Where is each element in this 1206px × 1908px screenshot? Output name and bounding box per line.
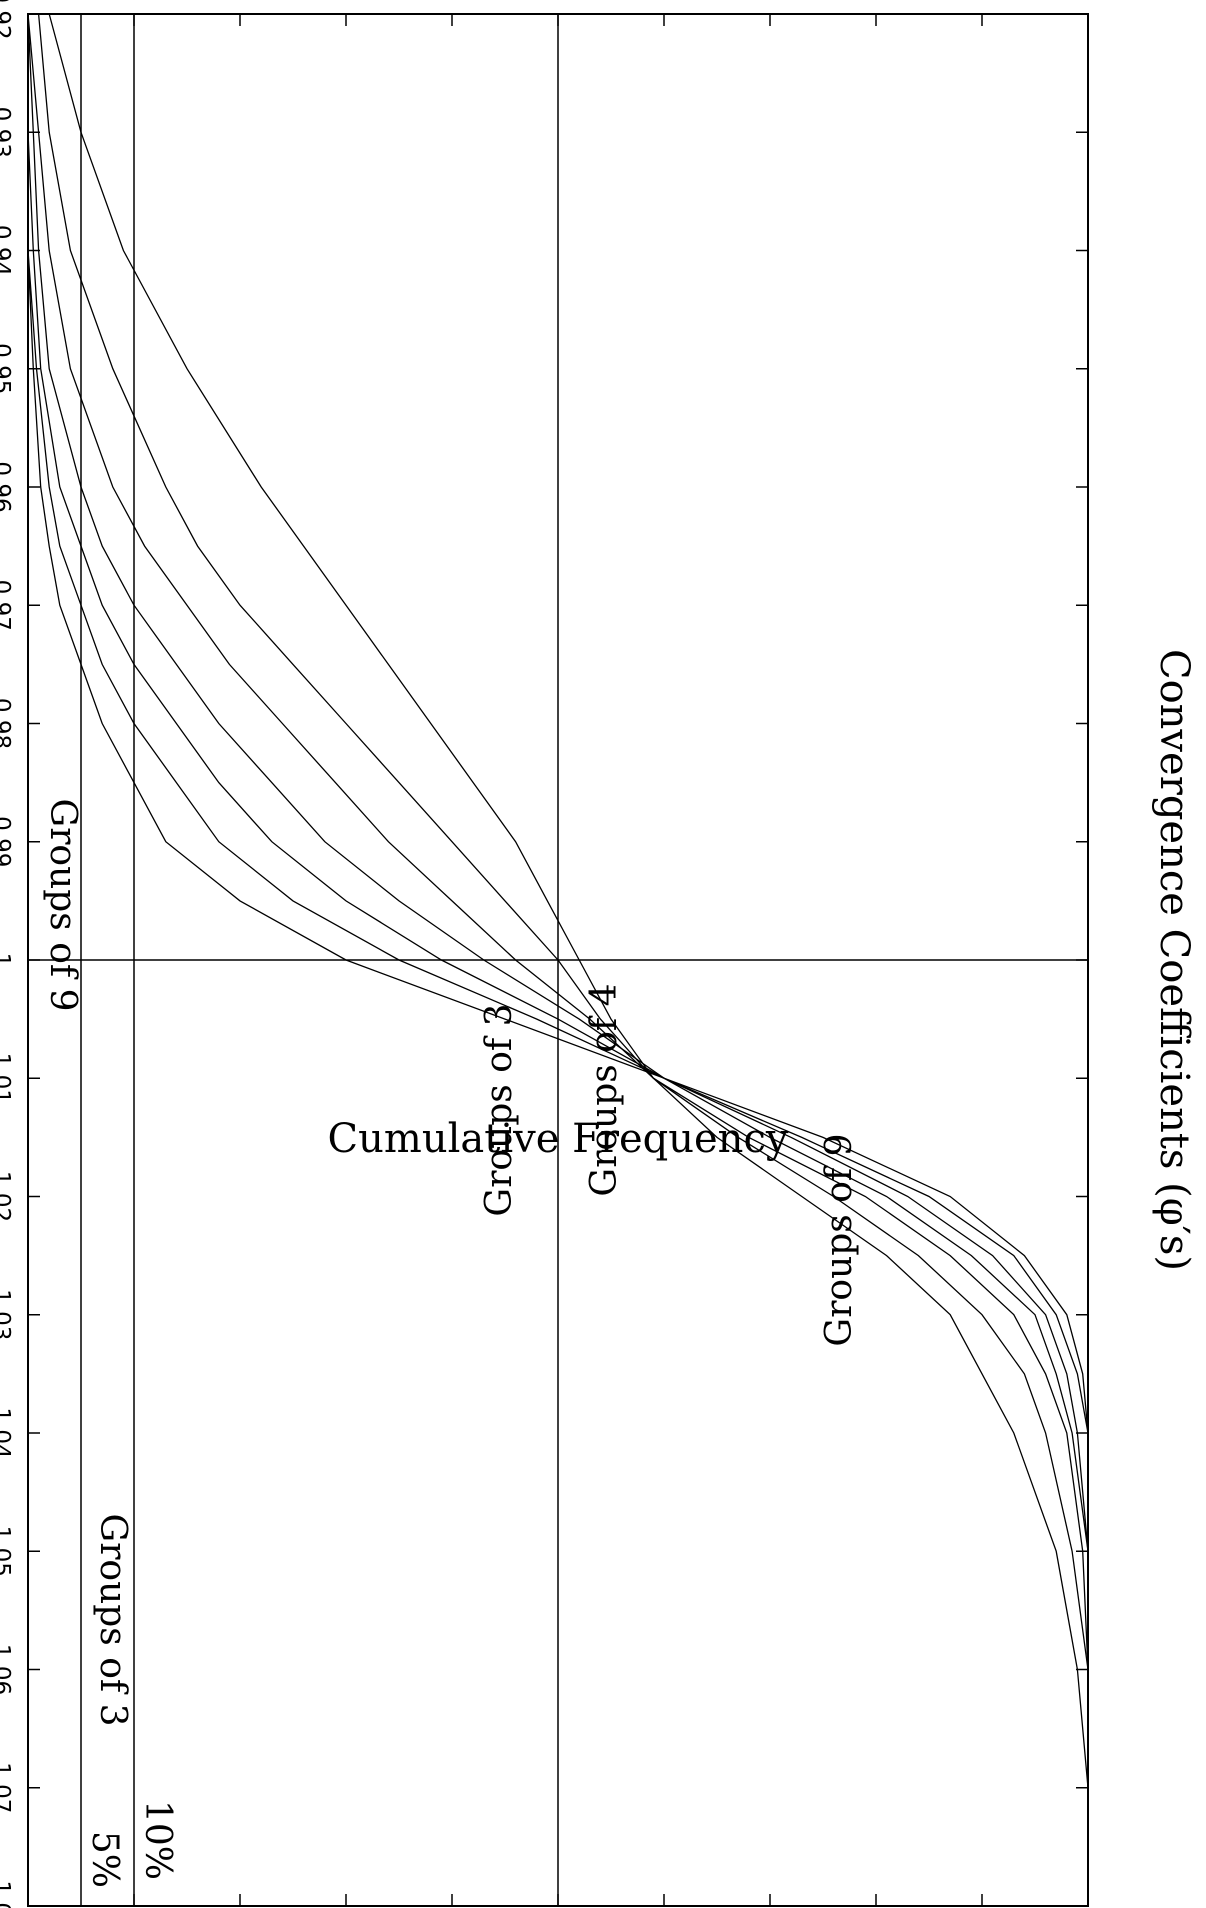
- cdf-curve-6: [27, 14, 1089, 1906]
- reference-label: 10%: [137, 1800, 178, 1880]
- x-tick-label: 0.92: [0, 0, 14, 40]
- x-tick-label: 1.03: [0, 1289, 14, 1340]
- x-tick-label: 1.04: [0, 1407, 14, 1458]
- curve-annotation: Groups of 3: [479, 1003, 520, 1216]
- x-tick-label: 1.06: [0, 1644, 14, 1695]
- x-tick-label: 0.97: [0, 580, 14, 631]
- x-tick-label: 1.07: [0, 1762, 14, 1813]
- curve-annotation: Groups of 4: [584, 983, 625, 1196]
- x-tick-label: 1.05: [0, 1526, 14, 1577]
- x-tick-label: 1.02: [0, 1171, 14, 1222]
- x-tick-label: 0.94: [0, 225, 14, 276]
- cdf-curve-7: [27, 14, 1089, 1906]
- x-tick-label: 0.96: [0, 461, 14, 512]
- cdf-curve-3: [27, 13, 1089, 1906]
- x-tick-label: 1.01: [0, 1053, 14, 1104]
- plot-frame: [27, 13, 1089, 1907]
- x-tick-label: 0.93: [0, 107, 14, 158]
- curve-annotation: Groups of 9: [819, 1133, 860, 1346]
- cdf-curve-1: [48, 13, 1089, 1906]
- curve-annotation: Groups of 3: [92, 1513, 133, 1726]
- y-axis-title: Cumulative Frequency: [328, 1116, 789, 1162]
- x-tick-label: 0.99: [0, 816, 14, 867]
- x-tick-label: 1.08: [0, 1880, 14, 1908]
- cdf-curve-4: [27, 13, 1089, 1906]
- cdf-curve-2: [37, 13, 1089, 1906]
- x-tick-label: 0.98: [0, 698, 14, 749]
- x-tick-label: 0.95: [0, 343, 14, 394]
- x-axis-title: Convergence Coefficients (φ′s): [1151, 649, 1197, 1271]
- cdf-curve-5: [27, 14, 1089, 1906]
- x-tick-label: 1: [0, 953, 14, 968]
- reference-label: 5%: [84, 1831, 125, 1888]
- curve-annotation: Groups of 9: [42, 798, 83, 1011]
